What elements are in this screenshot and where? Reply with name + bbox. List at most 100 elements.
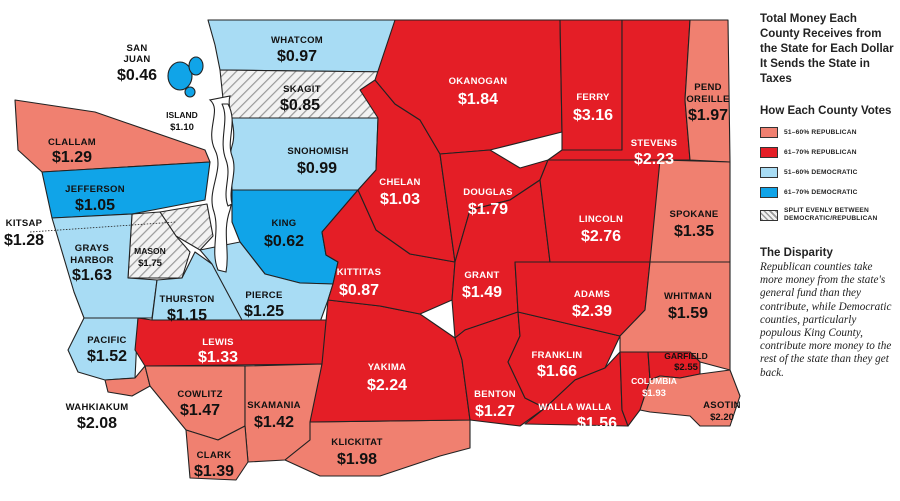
label-snohomish-name: SNOHOMISH [287,146,348,157]
label-pend-oreille-name-line1: PEND [694,82,722,93]
legend-swatch [760,147,778,158]
label-pierce-name: PIERCE [245,290,282,301]
label-okanogan-value: $1.84 [458,91,498,108]
county-klickitat [284,419,471,477]
legend-swatch [760,127,778,138]
label-jefferson-name: JEFFERSON [65,184,125,195]
legend-swatch [760,167,778,178]
label-adams-value: $2.39 [572,303,612,320]
map-title: Total Money Each County Receives from th… [760,13,894,85]
label-douglas-value: $1.79 [468,201,508,218]
legend-label: 61–70% DEMOCRATIC [784,188,858,196]
label-king-name: KING [272,218,297,229]
label-jefferson-value: $1.05 [75,197,115,214]
legend-title: How Each County Votes [760,105,892,117]
label-klickitat-name: KLICKITAT [331,437,382,448]
legend-item-rep-61-70: 61–70% REPUBLICAN [760,147,896,158]
label-walla-walla-name: WALLA WALLA [538,402,611,413]
label-whatcom-name: WHATCOM [271,35,323,46]
legend-label: SPLIT EVENLY BETWEEN DEMOCRATIC/REPUBLIC… [784,207,878,222]
label-pierce-value: $1.25 [244,303,284,320]
county-yakima [309,299,471,423]
label-grays-harbor-name-line2: HARBOR [70,255,114,266]
label-clark-name: CLARK [197,450,232,461]
label-whitman-value: $1.59 [668,305,708,322]
label-lincoln-name: LINCOLN [579,214,623,225]
label-klickitat-value: $1.98 [337,451,377,468]
county-lincoln [539,159,661,263]
label-skamania-value: $1.42 [254,414,294,431]
label-chelan-value: $1.03 [380,191,420,208]
label-kittitas-value: $0.87 [339,282,379,299]
label-cowlitz-name: COWLITZ [177,389,222,400]
label-columbia-value: $1.93 [642,388,666,399]
label-garfield-name: GARFIELD [664,351,707,361]
label-ferry-name: FERRY [576,92,610,103]
legend: 51–60% REPUBLICAN 61–70% REPUBLICAN 51–6… [760,127,896,223]
label-kitsap-name: KITSAP [6,218,43,229]
label-clark-value: $1.39 [194,463,234,480]
legend-label: 61–70% REPUBLICAN [784,148,857,156]
county-clark [185,425,249,481]
label-kittitas-name: KITTITAS [337,267,381,278]
label-skamania-name: SKAMANIA [247,400,301,411]
label-king-value: $0.62 [264,233,304,250]
legend-item-split: SPLIT EVENLY BETWEEN DEMOCRATIC/REPUBLIC… [760,207,896,223]
label-island-name: ISLAND [166,110,198,120]
label-san-juan-name-line1: SAN [127,43,148,54]
label-pend-oreille-name-line2: OREILLE [686,94,729,105]
label-chelan-name: CHELAN [379,177,420,188]
label-mason-value: $1.75 [138,258,162,269]
label-wahkiakum-value: $2.08 [77,415,117,432]
label-franklin-name: FRANKLIN [532,350,583,361]
label-grant-name: GRANT [464,270,499,281]
label-cowlitz-value: $1.47 [180,402,220,419]
legend-swatch [760,187,778,198]
label-whatcom-value: $0.97 [277,48,317,65]
label-franklin-value: $1.66 [537,363,577,380]
label-lewis-value: $1.33 [198,349,238,366]
label-clallam-value: $1.29 [52,149,92,166]
label-adams-name: ADAMS [574,289,610,300]
legend-label: 51–60% REPUBLICAN [784,128,857,136]
label-pacific-name: PACIFIC [87,335,126,346]
legend-item-rep-51-60: 51–60% REPUBLICAN [760,127,896,138]
label-grays-harbor-value: $1.63 [72,267,112,284]
label-pend-oreille-value: $1.97 [688,107,728,124]
label-asotin-value: $2.20 [710,412,734,423]
county-ferry [559,19,623,151]
county-san-juan-island-c [184,86,196,98]
label-stevens-name: STEVENS [631,138,677,149]
label-spokane-value: $1.35 [674,223,714,240]
county-asotin [639,369,741,427]
disparity-title: The Disparity [760,247,833,259]
label-whitman-name: WHITMAN [664,291,712,302]
label-san-juan-name-line2: JUAN [123,54,150,65]
label-walla-walla-value: $1.56 [577,415,617,432]
label-thurston-name: THURSTON [159,294,214,305]
label-grays-harbor-name-line1: GRAYS [75,243,109,254]
kitsap-leader-line [29,221,177,233]
label-stevens-value: $2.23 [634,151,674,168]
county-jefferson [41,161,211,219]
label-grant-value: $1.49 [462,284,502,301]
legend-item-dem-61-70: 61–70% DEMOCRATIC [760,187,896,198]
label-kitsap-value: $1.28 [4,232,44,249]
label-skagit-name: SKAGIT [283,84,321,95]
label-spokane-name: SPOKANE [669,209,718,220]
label-ferry-value: $3.16 [573,107,613,124]
label-wahkiakum-name: WAHKIAKUM [66,402,129,413]
label-mason-name: MASON [134,246,166,256]
label-benton-value: $1.27 [475,403,515,420]
disparity-text: Republican counties take more money from… [760,261,892,379]
label-columbia-name: COLUMBIA [631,376,677,386]
label-douglas-name: DOUGLAS [463,187,513,198]
label-clallam-name: CLALLAM [48,137,96,148]
legend-label: 51–60% DEMOCRATIC [784,168,858,176]
legend-item-dem-51-60: 51–60% DEMOCRATIC [760,167,896,178]
label-asotin-name: ASOTIN [703,400,741,411]
label-lewis-name: LEWIS [202,337,234,348]
label-garfield-value: $2.55 [674,362,698,373]
label-okanogan-name: OKANOGAN [449,76,508,87]
